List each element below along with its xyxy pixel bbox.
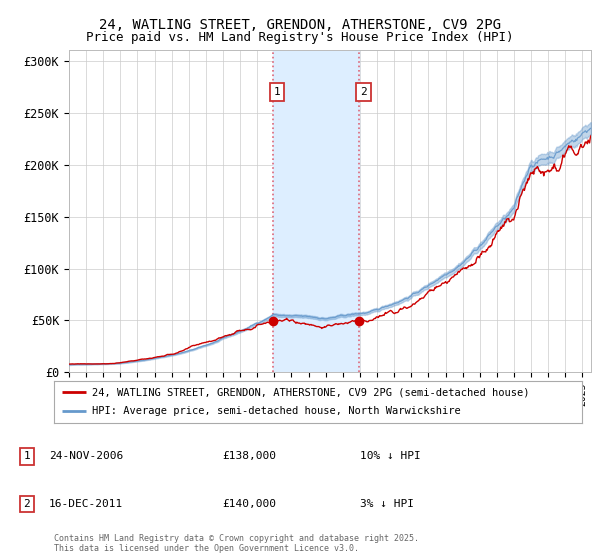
Text: 3% ↓ HPI: 3% ↓ HPI bbox=[360, 499, 414, 509]
Text: 2: 2 bbox=[23, 499, 31, 509]
Text: 24, WATLING STREET, GRENDON, ATHERSTONE, CV9 2PG: 24, WATLING STREET, GRENDON, ATHERSTONE,… bbox=[99, 18, 501, 32]
Bar bbox=[272, 50, 359, 372]
Text: Contains HM Land Registry data © Crown copyright and database right 2025.
This d: Contains HM Land Registry data © Crown c… bbox=[54, 534, 419, 553]
Text: 24-NOV-2006: 24-NOV-2006 bbox=[49, 451, 124, 461]
Text: £138,000: £138,000 bbox=[222, 451, 276, 461]
Text: HPI: Average price, semi-detached house, North Warwickshire: HPI: Average price, semi-detached house,… bbox=[92, 407, 461, 417]
Text: 24, WATLING STREET, GRENDON, ATHERSTONE, CV9 2PG (semi-detached house): 24, WATLING STREET, GRENDON, ATHERSTONE,… bbox=[92, 387, 530, 397]
Text: £140,000: £140,000 bbox=[222, 499, 276, 509]
Text: 1: 1 bbox=[23, 451, 31, 461]
Text: 16-DEC-2011: 16-DEC-2011 bbox=[49, 499, 124, 509]
Text: 1: 1 bbox=[274, 87, 280, 97]
Text: 2: 2 bbox=[360, 87, 367, 97]
Text: 10% ↓ HPI: 10% ↓ HPI bbox=[360, 451, 421, 461]
Text: Price paid vs. HM Land Registry's House Price Index (HPI): Price paid vs. HM Land Registry's House … bbox=[86, 31, 514, 44]
